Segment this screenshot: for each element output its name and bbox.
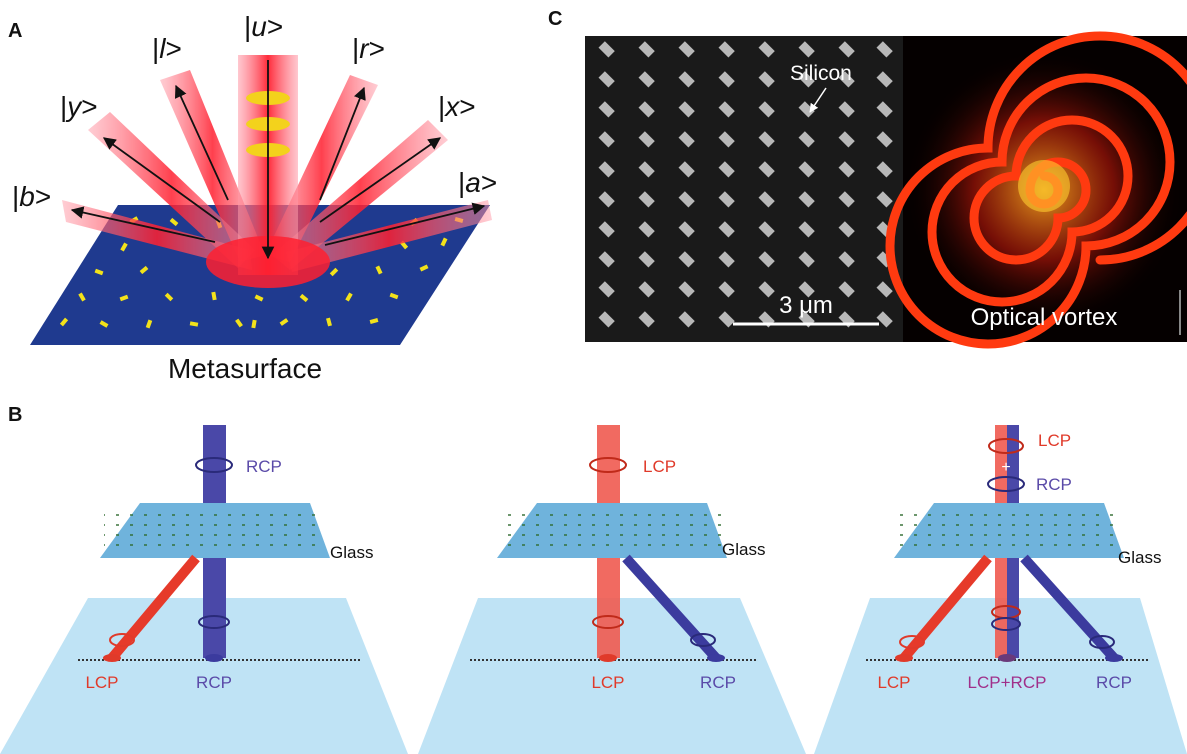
impact-glow — [206, 236, 330, 288]
state-labels: |u> |l> |r> |y> |x> |b> |a> — [12, 11, 497, 212]
case2-out-right-label: RCP — [700, 673, 736, 692]
case2-glass-label: Glass — [722, 540, 765, 559]
case3-glass-label: Glass — [1118, 548, 1161, 567]
case3-incident-top-label: LCP — [1038, 431, 1071, 450]
state-u-label: |u> — [244, 11, 283, 42]
case2-lcp-spot — [599, 654, 617, 662]
plus-sign: + — [1001, 459, 1010, 476]
vortex-core — [1018, 160, 1070, 212]
silicon-pillars — [598, 41, 893, 328]
beam-y — [88, 112, 255, 268]
case1-incident-label: RCP — [246, 457, 282, 476]
case1-rcp-spot — [205, 654, 223, 662]
vortex-spiral — [885, 31, 1187, 349]
state-b-label: |b> — [12, 181, 51, 212]
vortex-label: Optical vortex — [971, 304, 1118, 331]
beam-a — [286, 200, 492, 272]
case1-glass-label: Glass — [330, 543, 373, 562]
case1-out-left-label: LCP — [85, 673, 118, 692]
panel-letter-c: C — [548, 8, 563, 30]
case1-deflected-beam — [108, 554, 200, 662]
case2-rcp-spin — [690, 633, 716, 647]
case2-transmitted-beam — [597, 558, 620, 658]
case1-out-right-label: RCP — [196, 673, 232, 692]
case3-transmitted-beam-blue — [1007, 558, 1019, 658]
case3-incident-bottom-label: RCP — [1036, 475, 1072, 494]
case-3: + LCP RCP Glass LCP LCP+RCP RCP — [877, 425, 1161, 692]
case3-rcp-spin — [987, 476, 1025, 492]
case2-rcp-spot — [707, 654, 725, 662]
state-y-label: |y> — [60, 91, 98, 122]
silicon-label: Silicon — [790, 62, 852, 85]
case1-lcp-spin — [109, 633, 135, 647]
case2-incident-spin — [589, 457, 627, 473]
case3-out-left-label: LCP — [877, 673, 910, 692]
case-2: LCP Glass LCP RCP — [497, 425, 765, 692]
case1-lcp-spot — [103, 654, 121, 662]
case3-out-right-label: RCP — [1096, 673, 1132, 692]
screen-2 — [418, 598, 806, 754]
case1-transmitted-beam — [203, 558, 226, 658]
case2-incident-label: LCP — [643, 457, 676, 476]
case2-lcp-spin — [592, 615, 624, 629]
case1-rcp-spin — [198, 615, 230, 629]
panel-letter-b: B — [8, 404, 23, 426]
panel-letter-a: A — [8, 20, 23, 42]
case3-left-spin — [899, 635, 925, 649]
case3-lcp-spot — [895, 654, 913, 662]
case3-rcp-spot — [1105, 654, 1123, 662]
screen-1 — [0, 598, 408, 754]
case3-deflected-lcp-beam — [900, 554, 992, 662]
state-r-label: |r> — [352, 33, 385, 64]
case3-mid-spot — [998, 654, 1016, 662]
case2-glass-dots — [501, 508, 723, 554]
case3-transmitted-beam-red — [995, 558, 1007, 658]
case3-right-spin — [1089, 635, 1115, 649]
direction-arrows — [70, 60, 486, 260]
scale-bar-label: 3 μm — [779, 292, 833, 319]
silicon-pointer — [809, 87, 827, 113]
state-a-label: |a> — [458, 167, 497, 198]
case3-out-mid-label: LCP+RCP — [968, 673, 1047, 692]
case3-lcp-spin — [988, 438, 1024, 454]
panel-b: RCP Glass LCP RCP LCP Glass LCP RCP — [0, 425, 1187, 754]
case3-deflected-rcp-beam — [1020, 554, 1118, 662]
case2-out-left-label: LCP — [591, 673, 624, 692]
case3-glass-dots — [898, 508, 1120, 554]
state-l-label: |l> — [152, 33, 182, 64]
panel-a: |u> |l> |r> |y> |x> |b> |a> Metasurface — [12, 11, 497, 384]
panel-c: Silicon 3 μm Optical vortex — [585, 31, 1187, 349]
sem-image — [585, 36, 903, 342]
case1-glass-dots — [104, 508, 326, 554]
case2-deflected-beam — [622, 554, 720, 662]
state-x-label: |x> — [438, 91, 476, 122]
metasurface-caption: Metasurface — [168, 353, 322, 384]
case-1: RCP Glass LCP RCP — [85, 425, 373, 692]
case1-incident-spin — [195, 457, 233, 473]
case3-mid-rcp-spin — [991, 617, 1021, 631]
